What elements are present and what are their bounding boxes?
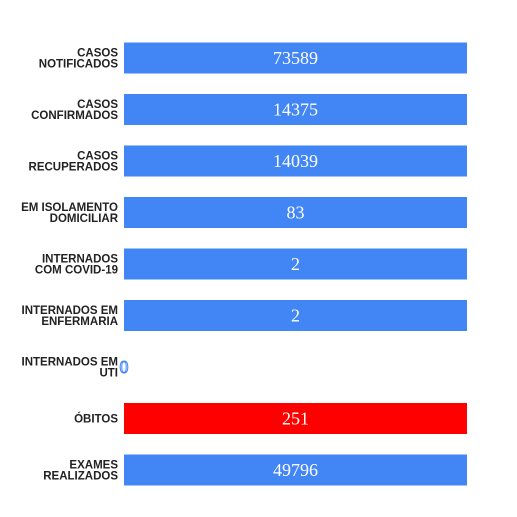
category-label-line: EM ISOLAMENTO — [21, 202, 118, 214]
category-label-line: DOMICILIAR — [50, 213, 119, 225]
category-label: ÓBITOS — [74, 413, 118, 426]
data-label: 14039 — [273, 151, 318, 171]
bar-row: CASOS NOTIFICADOS 73589 — [39, 42, 467, 74]
category-label-line: ÓBITOS — [74, 413, 118, 426]
data-label: 83 — [287, 203, 305, 223]
category-label-line: RECUPERADOS — [29, 162, 119, 174]
bar — [124, 145, 467, 177]
category-label-line: NOTIFICADOS — [39, 59, 119, 71]
category-label-line: ENFERMARIA — [41, 316, 118, 328]
data-label: 73589 — [273, 48, 318, 68]
data-label: 251 — [282, 409, 309, 429]
bar-row: ÓBITOS 251 — [74, 403, 467, 434]
category-label-line: CASOS — [77, 99, 118, 111]
category-label-line: EXAMES — [69, 460, 118, 472]
category-label-line: REALIZADOS — [43, 471, 118, 483]
category-label: INTERNADOS EM UTI — [22, 357, 118, 380]
data-label: 2 — [291, 254, 300, 274]
category-label: CASOS CONFIRMADOS — [31, 99, 118, 122]
data-label: 14375 — [273, 100, 318, 120]
category-label-line: CASOS — [77, 151, 118, 163]
bar-row: EXAMES REALIZADOS 49796 — [43, 454, 467, 486]
bar — [124, 248, 467, 280]
bar — [124, 42, 467, 74]
category-label-line: UTI — [99, 368, 118, 380]
bar — [124, 403, 467, 434]
category-label-line: INTERNADOS EM — [22, 305, 118, 317]
data-label: 0 — [120, 357, 129, 377]
bar-row: INTERNADOS COM COVID-19 2 — [35, 248, 467, 280]
bar-row: INTERNADOS EM UTI 0 — [22, 357, 129, 380]
bar-row: EM ISOLAMENTO DOMICILIAR 83 — [21, 197, 467, 228]
category-label: INTERNADOS EM ENFERMARIA — [22, 305, 118, 328]
bar — [124, 94, 467, 125]
category-label-line: CONFIRMADOS — [31, 110, 118, 122]
data-label: 2 — [291, 306, 300, 326]
category-label-line: CASOS — [77, 48, 118, 60]
bar — [124, 454, 467, 486]
category-label-line: INTERNADOS EM — [22, 357, 118, 369]
bar-row: CASOS RECUPERADOS 14039 — [29, 145, 467, 177]
bar — [124, 300, 467, 331]
data-label: 49796 — [273, 460, 318, 480]
category-label-line: COM COVID-19 — [35, 265, 118, 277]
category-label: EM ISOLAMENTO DOMICILIAR — [21, 202, 119, 225]
bar-row: CASOS CONFIRMADOS 14375 — [31, 94, 467, 125]
category-label-line: INTERNADOS — [42, 254, 118, 266]
category-label: CASOS RECUPERADOS — [29, 151, 119, 174]
category-label: EXAMES REALIZADOS — [43, 460, 118, 483]
bar-row: INTERNADOS EM ENFERMARIA 2 — [22, 300, 467, 331]
category-label: INTERNADOS COM COVID-19 — [35, 254, 118, 277]
bar — [124, 197, 467, 228]
category-label: CASOS NOTIFICADOS — [39, 48, 119, 71]
